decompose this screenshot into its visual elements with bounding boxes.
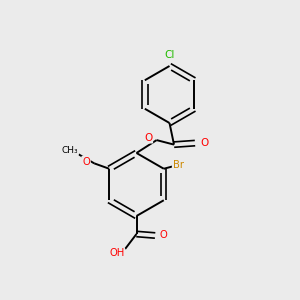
- Text: O: O: [144, 133, 152, 143]
- Text: Br: Br: [173, 160, 184, 170]
- Text: OH: OH: [109, 248, 124, 259]
- Text: CH₃: CH₃: [61, 146, 78, 155]
- Text: Cl: Cl: [164, 50, 175, 61]
- Text: O: O: [160, 230, 167, 241]
- Text: O: O: [82, 157, 90, 166]
- Text: O: O: [200, 138, 208, 148]
